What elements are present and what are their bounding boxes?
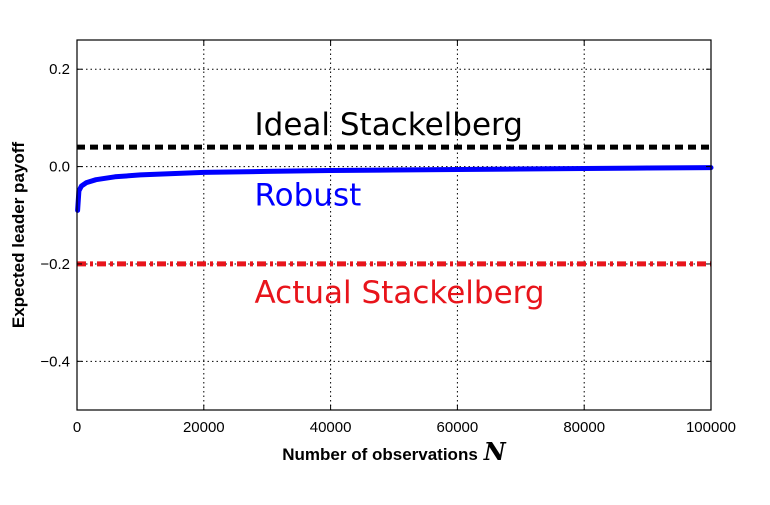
series-line-robust — [75, 165, 714, 213]
annotations-layer: Ideal Stackelberg Robust Actual Stackelber… — [255, 107, 545, 311]
annotation-ideal-stackelberg: Ideal Stackelberg — [255, 107, 523, 143]
y-tick-label: 0.0 — [49, 159, 70, 176]
x-tick-label: 80000 — [563, 419, 605, 436]
y-axis-label: Expected leader payoff — [9, 142, 28, 328]
x-tick-label: 20000 — [183, 419, 225, 436]
annotation-actual-stackelberg: Actual Stackelberg — [255, 275, 545, 311]
x-tick-label: 100000 — [686, 419, 736, 436]
x-tick-label: 60000 — [437, 419, 479, 436]
annotation-robust: Robust — [255, 178, 362, 214]
plot-frame — [76, 39, 712, 411]
x-axis-label: Number of observations N — [282, 437, 507, 466]
x-tick-label: 0 — [73, 419, 81, 436]
x-tick-label: 40000 — [310, 419, 352, 436]
x-axis-ticks: 0 20000 40000 60000 80000 100000 — [73, 40, 736, 436]
y-axis-ticks: −0.4 −0.2 0.0 0.2 — [40, 61, 711, 370]
series-layer — [75, 144, 714, 267]
y-tick-label: −0.4 — [40, 353, 70, 370]
y-tick-label: 0.2 — [49, 61, 70, 78]
grid-lines — [76, 40, 712, 410]
x-axis-label-text: Number of observations — [282, 445, 478, 464]
x-axis-label-variable: N — [483, 437, 507, 466]
y-tick-label: −0.2 — [40, 256, 70, 273]
